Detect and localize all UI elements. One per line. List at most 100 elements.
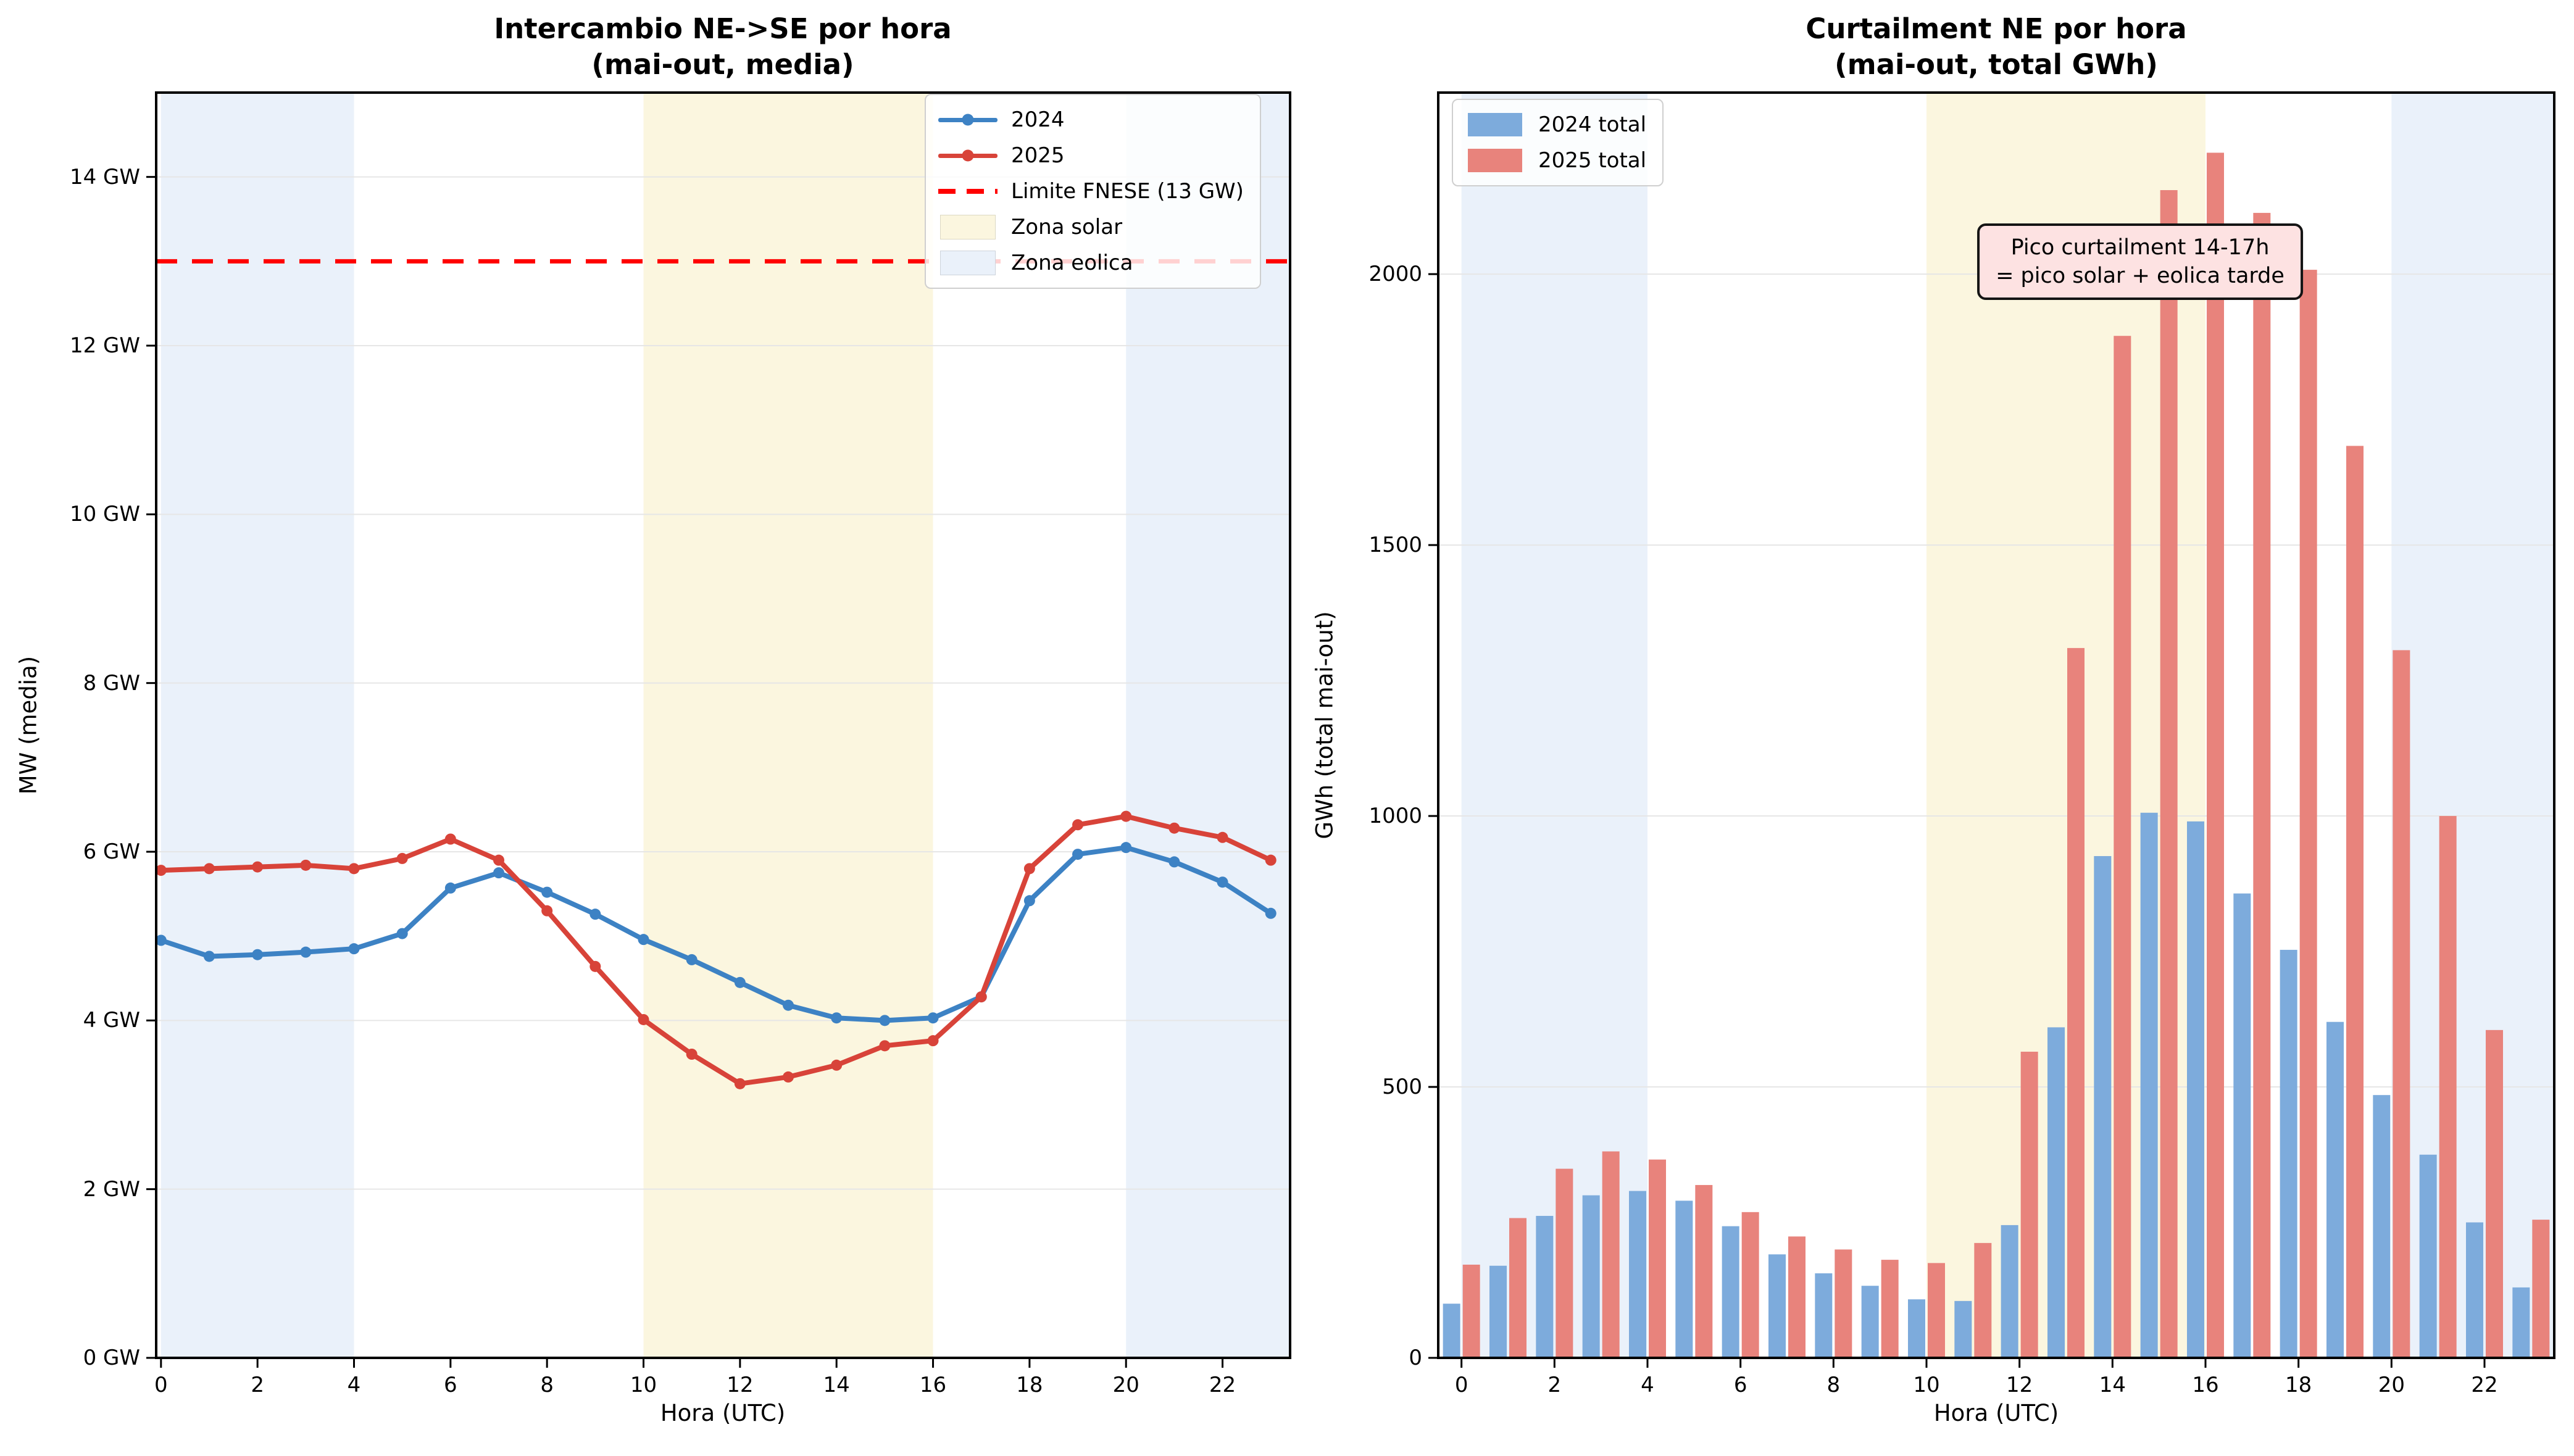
line-2024-swatch-icon (938, 114, 998, 126)
marker-2025 (493, 854, 505, 866)
marker-2025 (879, 1040, 891, 1052)
bar-2024-h23 (2512, 1287, 2530, 1358)
bar-2025-h7 (1788, 1236, 1806, 1358)
y-tick-label-left: 8 GW (83, 670, 140, 696)
legend-item-2025-total: 2025 total (1465, 147, 1646, 174)
legend-label: Zona eolica (1011, 251, 1133, 275)
plot-frame-right (1437, 91, 2555, 1359)
marker-2025 (155, 865, 167, 876)
marker-2024 (444, 882, 456, 894)
bar-2024-h17 (2233, 893, 2251, 1358)
marker-2025 (686, 1049, 698, 1060)
legend-item-zona-eolica: Zona eolica (938, 249, 1244, 277)
bar-2024-h15 (2140, 812, 2158, 1358)
legend-label: 2025 total (1538, 148, 1647, 173)
marker-2025 (300, 859, 312, 871)
marker-2025 (203, 863, 215, 875)
line-series-2025 (158, 813, 1273, 1086)
right-chart-title: Curtailment NE por hora (mai-out, total … (1806, 11, 2186, 83)
bar-2024-h13 (2047, 1027, 2065, 1358)
bar-2025-h5 (1695, 1184, 1713, 1358)
bar-2024-h16 (2187, 821, 2204, 1358)
plot-frame-left (155, 91, 1291, 1359)
y-tick-label-left: 6 GW (83, 839, 140, 864)
y-tick-label-right: 1000 (1368, 804, 1422, 829)
left-chart-title: Intercambio NE->SE por hora (mai-out, me… (494, 11, 951, 83)
marker-2024 (348, 943, 360, 955)
marker-2024 (1120, 842, 1132, 854)
marker-2025 (396, 852, 408, 864)
legend-label: 2024 (1011, 107, 1065, 132)
legend-item-2024-total: 2024 total (1465, 111, 1646, 138)
bar-2025-h21 (2439, 816, 2457, 1358)
marker-2025 (589, 960, 601, 972)
bar-2024-swatch-icon (1465, 113, 1525, 136)
zona-eolica-band-left (160, 93, 354, 1358)
bar-2024-h0 (1443, 1304, 1460, 1358)
bar-2024-h4 (1629, 1191, 1646, 1358)
marker-2025 (1217, 831, 1228, 843)
left-chart-title-line1: Intercambio NE->SE por hora (494, 12, 952, 45)
zona-eolica-band-right (2391, 93, 2554, 1358)
x-tick-label-left: 6 (444, 1373, 457, 1397)
left-chart-title-line2: (mai-out, media) (591, 48, 854, 81)
x-tick-label-right: 20 (2378, 1373, 2405, 1397)
marker-2024 (1023, 895, 1035, 907)
bar-2025-h13 (2067, 647, 2085, 1358)
legend-label: Limite FNESE (13 GW) (1011, 179, 1244, 204)
zona-solar-band-right (1926, 93, 2205, 1358)
marker-2025 (927, 1035, 939, 1047)
legend-label: 2024 total (1538, 112, 1647, 137)
marker-2024 (252, 949, 264, 960)
marker-2024 (734, 976, 746, 988)
left-chart-legend: 2024 2025 Limite FNESE (13 GW) Zona sola… (925, 94, 1261, 289)
legend-item-zona-solar: Zona solar (938, 214, 1244, 241)
x-tick-label-left: 18 (1016, 1373, 1043, 1397)
marker-2025 (831, 1059, 843, 1071)
marker-2024 (493, 867, 505, 879)
y-tick-label-left: 14 GW (69, 164, 140, 189)
dashed-line-swatch-icon (938, 189, 998, 194)
marker-2024 (1217, 876, 1228, 888)
marker-2024 (155, 934, 167, 946)
x-tick-label-right: 8 (1826, 1373, 1841, 1397)
bar-2025-h1 (1509, 1218, 1526, 1358)
x-tick-label-left: 2 (251, 1373, 264, 1397)
x-tick-label-right: 16 (2192, 1373, 2219, 1397)
peak-curtailment-annotation: Pico curtailment 14-17h = pico solar + e… (1977, 223, 2303, 300)
line-2025-swatch-icon (938, 149, 998, 162)
bar-2025-h18 (2299, 270, 2317, 1358)
annotation-line2: = pico solar + eolica tarde (1996, 264, 2285, 288)
solar-patch-swatch-icon (938, 215, 998, 239)
marker-2024 (396, 928, 408, 939)
marker-2024 (1072, 849, 1084, 860)
bar-2024-h5 (1675, 1200, 1693, 1358)
marker-2025 (1120, 810, 1132, 822)
bar-2025-h10 (1928, 1263, 1945, 1358)
marker-2025 (444, 833, 456, 845)
x-tick-label-left: 8 (540, 1373, 554, 1397)
bar-2024-h2 (1536, 1215, 1554, 1358)
marker-2025 (638, 1013, 649, 1025)
bar-2024-h3 (1582, 1195, 1600, 1358)
x-tick-label-left: 14 (823, 1373, 850, 1397)
y-tick-label-left: 10 GW (69, 502, 140, 527)
bar-2025-swatch-icon (1465, 149, 1525, 172)
x-tick-label-right: 18 (2285, 1373, 2312, 1397)
marker-2025 (348, 863, 360, 875)
marker-2024 (203, 951, 215, 962)
x-tick-label-right: 6 (1733, 1373, 1747, 1397)
legend-item-limit: Limite FNESE (13 GW) (938, 178, 1244, 205)
zona-eolica-band-right (1461, 93, 1647, 1358)
right-chart-title-line1: Curtailment NE por hora (1806, 12, 2187, 45)
marker-2025 (252, 861, 264, 873)
x-tick-label-right: 14 (2099, 1373, 2126, 1397)
bar-2025-h19 (2346, 446, 2364, 1358)
right-chart-legend: 2024 total 2025 total (1452, 99, 1664, 186)
marker-2025 (1265, 854, 1277, 866)
eolica-patch-swatch-icon (938, 251, 998, 275)
y-tick-label-left: 2 GW (83, 1176, 140, 1202)
bar-2025-h0 (1462, 1264, 1480, 1358)
